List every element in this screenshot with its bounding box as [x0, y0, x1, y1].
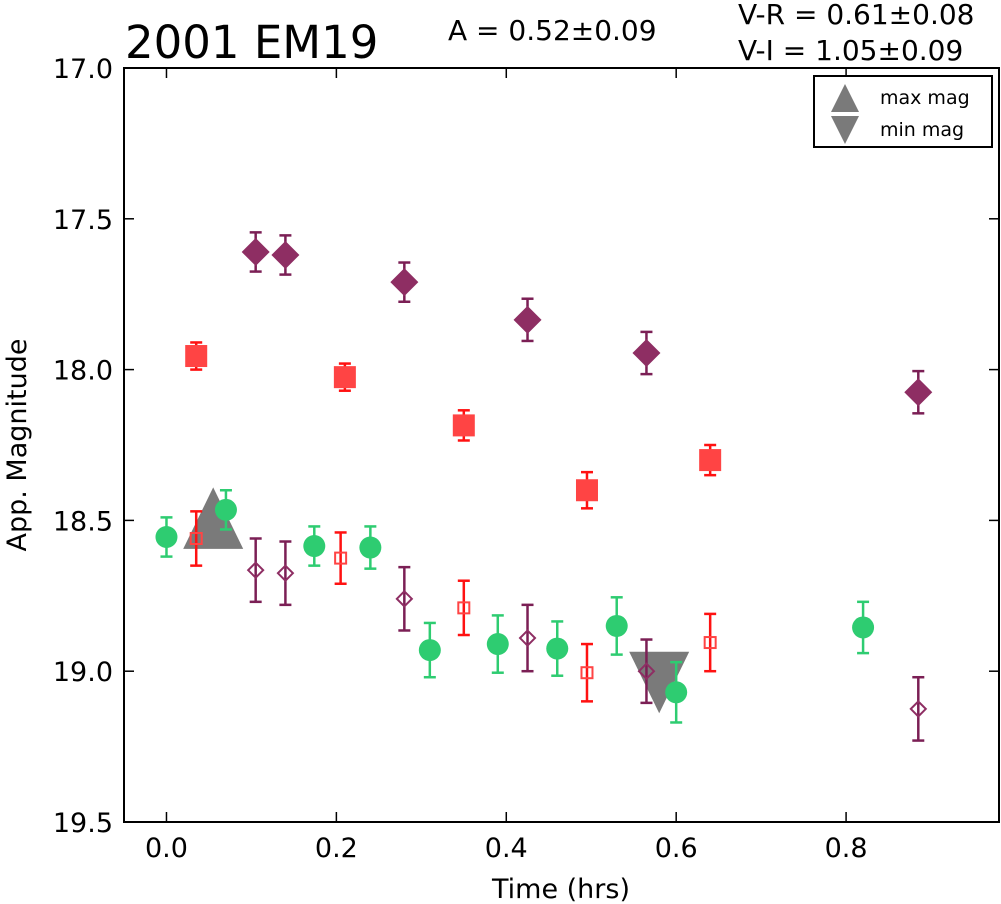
y-tick-label: 17.0: [53, 54, 113, 85]
plot-area: [155, 231, 933, 742]
legend-max-mag-icon: [831, 84, 859, 112]
data-point-diamond: [904, 378, 933, 407]
legend-min-mag-icon: [831, 116, 859, 144]
data-point-open-diamond: [276, 564, 295, 583]
data-point-open-square: [457, 601, 471, 615]
x-tick-label: 0.0: [145, 833, 188, 864]
data-point-open-square: [189, 531, 203, 545]
axes: 0.0 0.2 0.4 0.6 0.8 17.0 17.5 18.0 18.5 19.0 19.5: [53, 54, 999, 864]
y-tick-label: 19.5: [53, 808, 113, 839]
x-tick-label: 0.2: [315, 833, 358, 864]
data-point-circle: [303, 535, 326, 558]
data-point-circle: [852, 616, 875, 639]
data-point-diamond: [241, 237, 270, 266]
x-tick-label: 0.8: [825, 833, 868, 864]
data-point-open-diamond: [395, 589, 414, 608]
y-tick-label: 19.0: [53, 657, 113, 688]
y-tick-label: 18.0: [53, 356, 113, 387]
max-mag-marker: [183, 487, 244, 549]
x-tick-label: 0.6: [655, 833, 698, 864]
legend: max mag min mag: [813, 75, 993, 148]
data-point-diamond: [390, 268, 419, 297]
data-point-open-diamond: [909, 699, 928, 718]
plot-frame: [123, 67, 1000, 823]
x-tick-label: 0.4: [485, 833, 528, 864]
data-point-open-square: [334, 551, 348, 565]
data-point-circle: [486, 633, 509, 656]
y-tick-label: 18.5: [53, 506, 113, 537]
data-point-square: [452, 414, 475, 437]
data-point-circle: [665, 681, 688, 704]
legend-min-mag-label: min mag: [880, 119, 964, 141]
y-axis-label: App. Magnitude: [2, 339, 33, 552]
data-point-circle: [155, 525, 178, 548]
chart-title: 2001 EM19: [125, 16, 378, 69]
data-point-square: [699, 449, 722, 472]
data-point-diamond: [632, 339, 661, 368]
v-i-color-annotation: V-I = 1.05±0.09: [738, 34, 963, 67]
data-point-circle: [418, 639, 441, 662]
data-point-diamond: [513, 305, 542, 334]
legend-max-mag-label: max mag: [880, 87, 970, 109]
data-point-open-diamond: [518, 629, 537, 647]
data-point-circle: [214, 498, 237, 521]
x-axis-label: Time (hrs): [491, 874, 630, 904]
data-point-open-diamond: [637, 662, 656, 681]
data-point-circle: [359, 536, 382, 559]
data-point-open-diamond: [246, 561, 265, 580]
data-point-circle: [605, 614, 628, 637]
y-tick-label: 17.5: [53, 205, 113, 236]
data-point-square: [333, 366, 356, 389]
data-point-square: [575, 479, 598, 502]
data-point-diamond: [271, 240, 300, 269]
data-point-circle: [546, 637, 569, 660]
v-r-color-annotation: V-R = 0.61±0.08: [738, 0, 974, 31]
amplitude-annotation: A = 0.52±0.09: [448, 14, 657, 47]
data-point-square: [185, 345, 208, 368]
data-point-open-square: [703, 636, 717, 650]
data-point-open-square: [580, 666, 594, 680]
